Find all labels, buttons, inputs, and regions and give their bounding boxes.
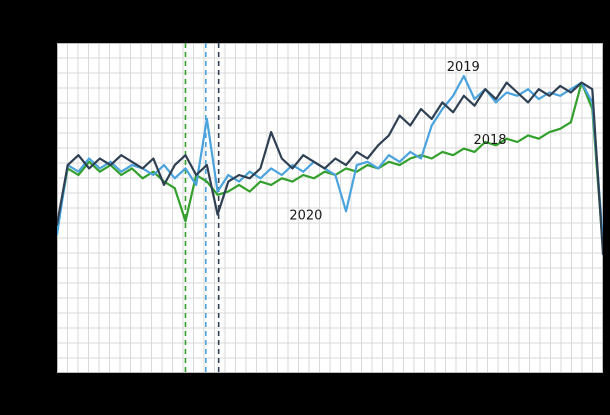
series-line-2020 (57, 81, 603, 256)
annotation-2019: 2019 (447, 60, 480, 75)
annotation-2018: 2018 (473, 133, 506, 148)
series-line-2018 (57, 81, 603, 249)
plot-border (57, 43, 603, 373)
annotation-2020: 2020 (289, 209, 322, 224)
chart-svg: 2019 2018 2020 (57, 43, 603, 373)
series-line-2019 (57, 74, 603, 243)
plot-area: 2019 2018 2020 (57, 43, 603, 373)
